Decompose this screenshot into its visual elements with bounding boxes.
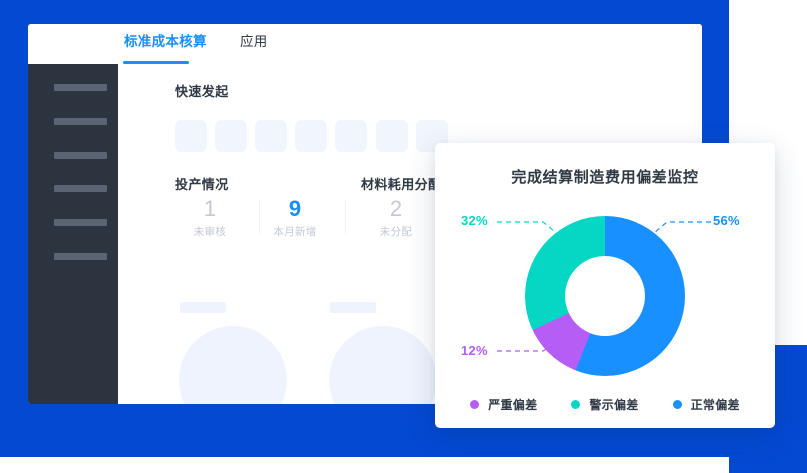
legend-item-normal[interactable]: 正常偏差 (672, 396, 740, 413)
tab-active-indicator (123, 61, 189, 64)
stat-divider-1 (259, 200, 260, 234)
stat-group-title-material: 材料耗用分配 (361, 177, 442, 192)
quick-start-tile-5[interactable] (335, 120, 367, 152)
stat-label: 未分配 (379, 226, 413, 238)
donut-center-hole (565, 256, 645, 336)
chart-card: 完成结算制造费用偏差监控 56% 32% 12% 严重偏差 警示偏差 正常偏差 (435, 143, 775, 428)
donut-label-warning: 32% (461, 213, 488, 228)
placeholder-label-left (180, 302, 226, 313)
stat-divider-2 (345, 200, 346, 234)
legend-dot-icon (672, 399, 682, 409)
stat-group-title-production: 投产情况 (175, 177, 229, 192)
sidebar-item-3[interactable] (54, 152, 107, 159)
placeholder-label-right (330, 302, 376, 313)
legend-label: 正常偏差 (690, 397, 740, 412)
stat-value: 2 (389, 196, 403, 221)
stat-label: 未审核 (193, 226, 227, 238)
quick-start-tile-3[interactable] (255, 120, 287, 152)
legend-label: 警示偏差 (589, 397, 639, 412)
sidebar (28, 64, 118, 404)
sidebar-item-1[interactable] (54, 84, 107, 91)
sidebar-item-4[interactable] (54, 185, 107, 192)
quick-start-tile-2[interactable] (215, 120, 247, 152)
stat-label: 本月新增 (273, 226, 317, 238)
tab-standard-cost-accounting[interactable]: 标准成本核算 (124, 34, 207, 49)
sidebar-item-6[interactable] (54, 253, 107, 260)
stat-value: 9 (288, 196, 302, 221)
quick-start-tile-6[interactable] (376, 120, 408, 152)
sidebar-item-5[interactable] (54, 219, 107, 226)
tab-bar: 标准成本核算 应用 (28, 24, 702, 65)
quick-start-title: 快速发起 (175, 84, 229, 99)
stat-new-this-month[interactable]: 9 本月新增 (252, 194, 338, 240)
stat-unallocated[interactable]: 2 未分配 (353, 194, 439, 240)
legend-item-warning[interactable]: 警示偏差 (571, 396, 638, 413)
chart-title: 完成结算制造费用偏差监控 (511, 169, 699, 186)
donut-label-severe: 12% (461, 343, 488, 358)
legend-label: 严重偏差 (488, 397, 538, 412)
legend-item-severe[interactable]: 严重偏差 (470, 396, 537, 413)
donut-label-normal: 56% (713, 213, 740, 228)
tab-applications[interactable]: 应用 (240, 34, 268, 49)
placeholder-chart-left (179, 326, 287, 404)
donut-chart (525, 216, 685, 376)
stat-value: 1 (203, 196, 217, 221)
legend-dot-icon (470, 399, 480, 409)
stat-unreviewed[interactable]: 1 未审核 (167, 194, 253, 240)
chart-legend: 严重偏差 警示偏差 正常偏差 (435, 393, 775, 415)
legend-dot-icon (571, 399, 581, 409)
quick-start-tile-1[interactable] (175, 120, 207, 152)
sidebar-item-2[interactable] (54, 118, 107, 125)
placeholder-chart-right (329, 326, 437, 404)
quick-start-tile-4[interactable] (295, 120, 327, 152)
